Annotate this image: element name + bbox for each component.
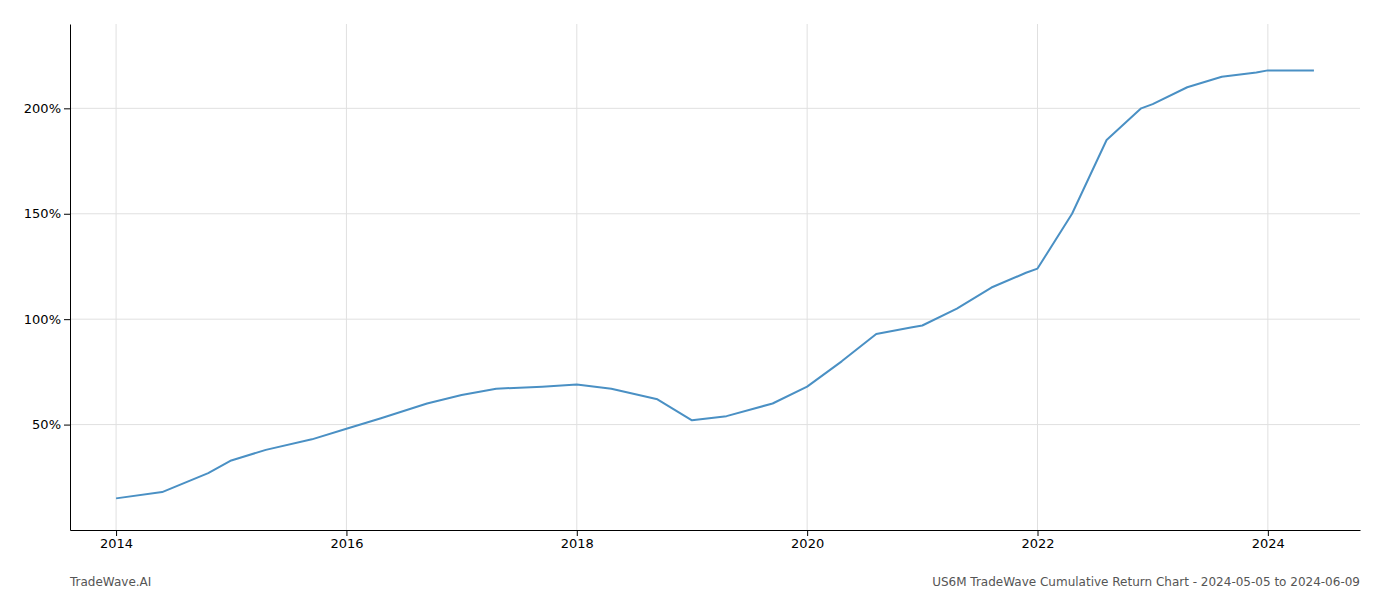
tick: 150% — [24, 206, 70, 221]
axis-line — [71, 530, 1361, 531]
tick-label: 2016 — [330, 536, 363, 551]
tick-label: 200% — [24, 101, 61, 116]
grid-line — [70, 108, 1360, 109]
plot: 2014 2016 2018 2020 2022 2024 50% 100% 150% 200% — [24, 24, 1361, 551]
tick-label: 2024 — [1252, 536, 1285, 551]
tick-label: 2018 — [561, 536, 594, 551]
grid-line — [70, 213, 1360, 214]
grid-line — [807, 24, 808, 530]
annotation: US6M TradeWave Cumulative Return Chart -… — [932, 575, 1360, 589]
tick-mark — [64, 214, 70, 215]
tick-label: 2022 — [1021, 536, 1054, 551]
y-axis: 50% 100% 150% 200% — [24, 25, 71, 531]
tick-mark — [64, 425, 70, 426]
grid-line — [1267, 24, 1268, 530]
tick: 200% — [24, 101, 70, 116]
tick-label: 2014 — [100, 536, 133, 551]
tick-mark — [64, 319, 70, 320]
grid-line — [1037, 24, 1038, 530]
marks — [116, 70, 1314, 498]
tick-mark — [1038, 530, 1039, 536]
axis-line — [70, 25, 71, 531]
line — [116, 70, 1314, 498]
x-axis: 2014 2016 2018 2020 2022 2024 — [71, 530, 1361, 551]
tick: 2016 — [330, 530, 363, 551]
tick: 2014 — [100, 530, 133, 551]
grid — [70, 24, 1360, 530]
tick-label: 150% — [24, 206, 61, 221]
grid-line — [346, 24, 347, 530]
tick: 100% — [24, 312, 70, 327]
chart: 2014 2016 2018 2020 2022 2024 50% 100% 150% 200% T… — [0, 0, 1400, 600]
grid-line — [70, 319, 1360, 320]
footer: TradeWave.AI US6M TradeWave Cumulative Re… — [69, 575, 1360, 589]
tick: 2022 — [1021, 530, 1054, 551]
tick-mark — [64, 108, 70, 109]
tick-mark — [807, 530, 808, 536]
tick-label: 2020 — [791, 536, 824, 551]
tick-mark — [577, 530, 578, 536]
tick: 2018 — [561, 530, 594, 551]
tick-mark — [346, 530, 347, 536]
grid-line — [70, 424, 1360, 425]
tick: 50% — [32, 417, 70, 432]
grid-line — [116, 24, 117, 530]
tick-label: 50% — [32, 417, 61, 432]
tick: 2020 — [791, 530, 824, 551]
grid-line — [576, 24, 577, 530]
tick-mark — [1268, 530, 1269, 536]
tick-mark — [116, 530, 117, 536]
annotation: TradeWave.AI — [69, 575, 151, 589]
tick: 2024 — [1252, 530, 1285, 551]
tick-label: 100% — [24, 312, 61, 327]
